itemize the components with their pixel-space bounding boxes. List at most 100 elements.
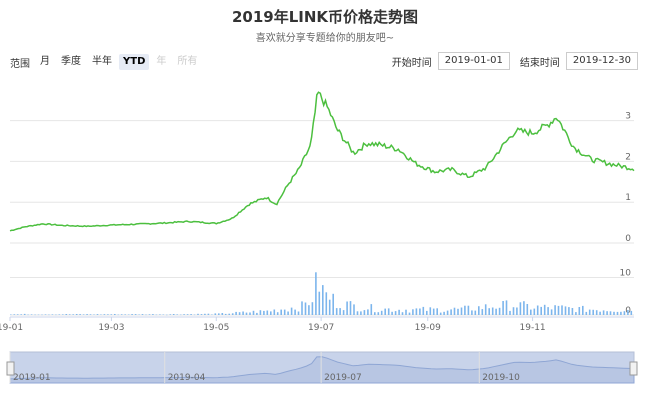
volume-bar (360, 311, 362, 315)
navigator-tick-label-2: 2019-07 (324, 373, 362, 383)
navigator-series (9, 356, 635, 384)
volume-bar (474, 310, 477, 315)
volume-bar (304, 302, 307, 315)
volume-bar (301, 301, 303, 315)
volume-bar (481, 309, 484, 315)
volume-bar (34, 314, 36, 316)
volume-bar (571, 308, 574, 315)
volume-bar (616, 311, 619, 315)
volume-bar (228, 313, 230, 315)
price-tick-label-1: 1 (625, 193, 631, 203)
x-tick-label-1: 19-03 (98, 323, 124, 333)
volume-bar (20, 314, 22, 315)
volume-bar (318, 291, 321, 315)
volume-bar (145, 314, 147, 316)
volume-bar (315, 272, 317, 315)
volume-bar (384, 308, 386, 315)
range-button-ytd[interactable]: YTD (119, 54, 150, 70)
volume-bar (599, 311, 601, 315)
x-tick-label-2: 19-05 (203, 323, 229, 333)
volume-bar (79, 314, 81, 315)
volume-bar (363, 310, 366, 315)
volume-bar (127, 314, 130, 315)
x-tick-label-5: 19-11 (520, 323, 546, 333)
volume-bar (155, 314, 158, 316)
volume-bar (280, 309, 282, 315)
volume-bar (75, 314, 78, 315)
volume-bar (86, 314, 88, 315)
navigator-tick-label-1: 2019-04 (168, 373, 206, 383)
volume-bar (422, 306, 425, 315)
volume-bar (394, 311, 397, 315)
volume-bar (568, 307, 570, 315)
chart-title: 2019年LINK币价格走势图 (231, 8, 419, 26)
x-tick-label-3: 19-07 (308, 323, 334, 333)
volume-bar (585, 311, 588, 315)
volume-bar (412, 309, 414, 315)
volume-bar (65, 314, 68, 315)
volume-bar (211, 314, 213, 315)
volume-bar (273, 309, 276, 315)
volume-bar (346, 301, 348, 315)
volume-bar (519, 302, 522, 315)
range-button-half-year[interactable]: 半年 (92, 56, 112, 67)
volume-bar (311, 302, 314, 315)
volume-bar (224, 313, 227, 315)
volume-bar (48, 314, 50, 316)
start-date-input[interactable]: 2019-01-01 (437, 52, 510, 70)
volume-bar (134, 314, 137, 315)
volume-bar (471, 310, 473, 315)
volume-bar (152, 314, 154, 315)
volume-bar (270, 311, 272, 315)
volume-bar (367, 309, 369, 315)
volume-bar (193, 314, 196, 316)
volume-bar (231, 313, 234, 315)
volume-bar (58, 314, 61, 315)
x-tick-label-0: 19-01 (0, 323, 23, 333)
volume-bar (533, 308, 536, 315)
volume-bar (242, 311, 244, 315)
volume-bar (426, 310, 428, 315)
volume-bar (214, 313, 217, 315)
volume-bar (23, 313, 26, 315)
volume-bar (543, 304, 546, 315)
volume-bar (297, 311, 300, 315)
volume-bar (554, 305, 556, 315)
volume-bar (575, 312, 577, 315)
volume-bar (256, 312, 258, 315)
volume-bar (328, 299, 331, 315)
navigator-handle-right[interactable] (629, 361, 638, 376)
price-tick-label-2: 2 (625, 152, 631, 162)
volume-bar (124, 314, 126, 315)
range-button-quarter[interactable]: 季度 (61, 56, 81, 67)
volume-bar (450, 309, 452, 315)
volume-bar (623, 311, 626, 315)
volume-bar (495, 308, 497, 315)
range-label: 范围 (10, 58, 30, 70)
range-button-year: 年 (156, 56, 167, 67)
volume-bar (141, 314, 144, 315)
range-button-month[interactable]: 月 (40, 56, 50, 67)
volume-bar (283, 309, 286, 315)
volume-bar (221, 313, 224, 315)
volume-bar (245, 312, 248, 315)
volume-bar (380, 310, 383, 315)
volume-bar (44, 314, 47, 315)
volume-bar (263, 310, 265, 315)
volume-bar (10, 314, 12, 315)
volume-bar (100, 314, 102, 315)
volume-bar (436, 308, 438, 315)
chart-subtitle: 喜欢就分享专题给你的朋友吧~ (255, 33, 395, 44)
volume-bar (266, 310, 269, 315)
volume-bar (498, 307, 501, 315)
volume-bar (290, 307, 293, 315)
end-date-input[interactable]: 2019-12-30 (565, 52, 638, 70)
volume-bar (335, 308, 338, 315)
volume-bar (630, 310, 633, 315)
navigator-handle-left[interactable] (6, 361, 15, 376)
volume-bar (294, 309, 296, 315)
volume-bar (578, 307, 581, 315)
volume-bar (405, 309, 407, 315)
volume-bar (82, 314, 85, 315)
